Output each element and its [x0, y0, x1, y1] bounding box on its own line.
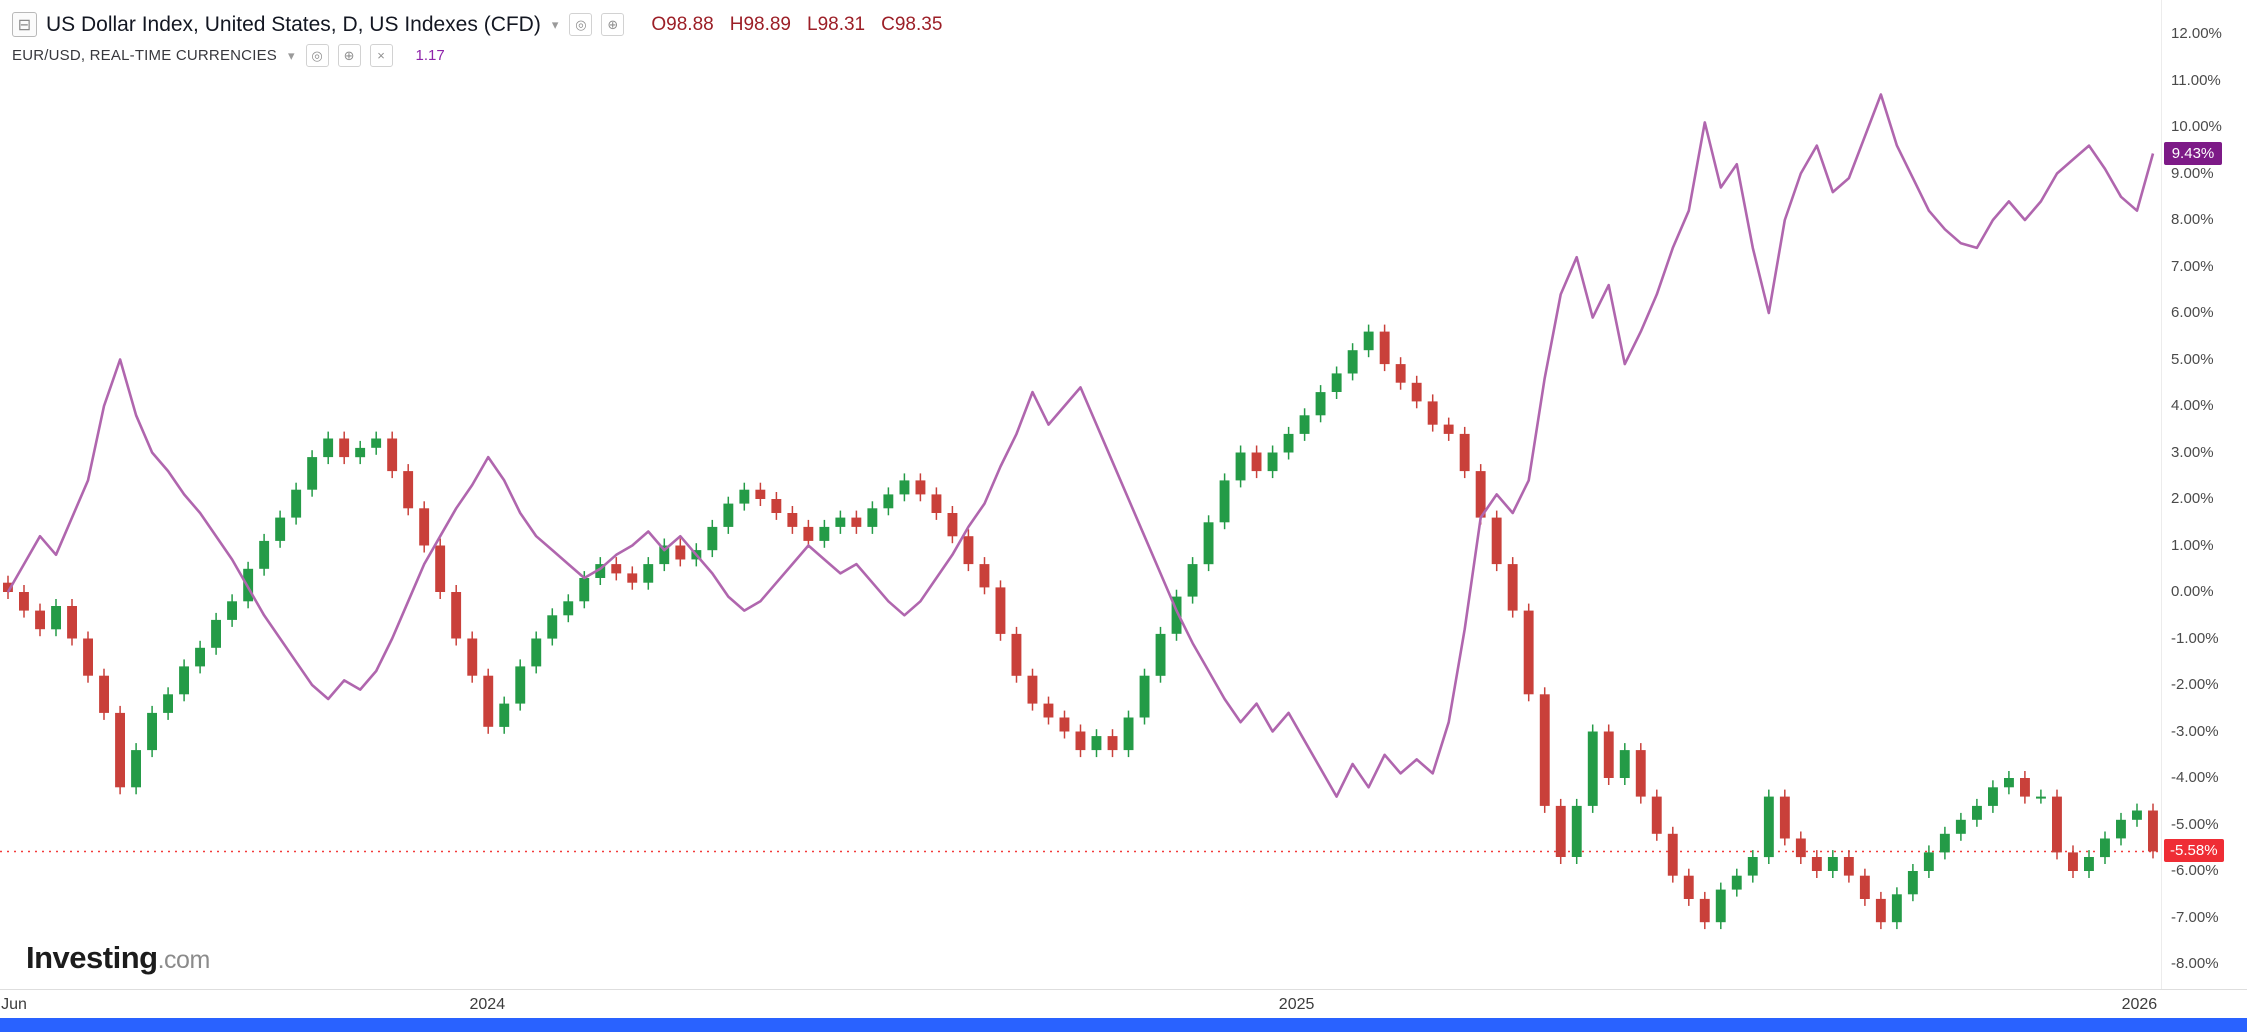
time-tick-label: 2024: [469, 996, 506, 1013]
circle-icon[interactable]: ◎: [305, 44, 329, 67]
price-tick-label: 6.00%: [2171, 304, 2214, 321]
time-tick-label: 2025: [1278, 996, 1315, 1013]
chevron-down-icon[interactable]: ▾: [288, 47, 295, 63]
price-tick-label: 3.00%: [2171, 443, 2214, 461]
price-badge: 9.43%: [2164, 141, 2222, 165]
main-symbol-title[interactable]: US Dollar Index, United States, D, US In…: [46, 12, 541, 36]
price-tick-label: 12.00%: [2171, 25, 2222, 42]
time-axis[interactable]: Jun 2024 2025 2026: [0, 989, 2247, 1019]
time-tick-label: 2026: [2121, 996, 2158, 1013]
price-tick-label: -1.00%: [2171, 629, 2219, 647]
price-badge: -5.58%: [2164, 839, 2224, 863]
bottom-accent-bar: [0, 1018, 2247, 1032]
price-tick-label: 11.00%: [2171, 71, 2221, 89]
ohlc-readout: O98.88 H98.89 L98.31 C98.35: [651, 14, 942, 36]
price-tick-label: -8.00%: [2171, 955, 2219, 972]
low-value: L98.31: [806, 13, 866, 35]
chart-legend: ⊟ US Dollar Index, United States, D, US …: [12, 12, 942, 67]
close-value: C98.35: [881, 13, 943, 35]
time-tick-label: Jun: [1, 996, 27, 1013]
logo-main-text: Investing: [26, 940, 158, 975]
window-icon[interactable]: ⊟: [12, 12, 37, 37]
logo-suffix-text: .com: [157, 946, 211, 974]
price-tick-label: 9.00%: [2171, 164, 2214, 182]
chevron-down-icon[interactable]: ▾: [551, 16, 559, 32]
chart-canvas[interactable]: ⊟ US Dollar Index, United States, D, US …: [0, 0, 2161, 989]
price-tick-label: -6.00%: [2171, 862, 2219, 879]
price-tick-label: 4.00%: [2171, 397, 2214, 414]
main-symbol-row: ⊟ US Dollar Index, United States, D, US …: [12, 12, 942, 37]
gear-icon[interactable]: ⊕: [337, 44, 361, 67]
investing-logo[interactable]: Investing.com: [26, 940, 210, 976]
open-value: O98.88: [651, 13, 714, 35]
price-tick-label: 1.00%: [2171, 536, 2214, 554]
overlay-symbol-row: EUR/USD, REAL-TIME CURRENCIES ▾ ◎ ⊕ × 1.…: [12, 44, 942, 67]
price-tick-label: -3.00%: [2171, 722, 2219, 740]
price-tick-label: 0.00%: [2171, 583, 2214, 600]
price-tick-label: -2.00%: [2171, 676, 2219, 693]
price-chart[interactable]: [0, 0, 2161, 989]
price-tick-label: 7.00%: [2171, 257, 2214, 275]
high-value: H98.89: [729, 13, 791, 35]
overlay-last-value: 1.17: [415, 47, 445, 64]
price-tick-label: 5.00%: [2171, 350, 2214, 368]
price-tick-label: -4.00%: [2171, 769, 2219, 786]
price-tick-label: -7.00%: [2171, 908, 2219, 926]
circle-icon[interactable]: ◎: [569, 13, 593, 36]
price-tick-label: 8.00%: [2171, 211, 2214, 228]
gear-icon[interactable]: ⊕: [601, 13, 625, 36]
price-tick-label: -5.00%: [2171, 815, 2219, 833]
price-tick-label: 10.00%: [2171, 118, 2222, 135]
price-tick-label: 2.00%: [2171, 490, 2214, 507]
price-axis[interactable]: 12.00% 11.00% 10.00% 9.00% 8.00% 7.00% 6.00% 5.…: [2161, 0, 2247, 989]
close-icon[interactable]: ×: [369, 44, 393, 67]
overlay-symbol-title[interactable]: EUR/USD, REAL-TIME CURRENCIES: [12, 47, 277, 64]
